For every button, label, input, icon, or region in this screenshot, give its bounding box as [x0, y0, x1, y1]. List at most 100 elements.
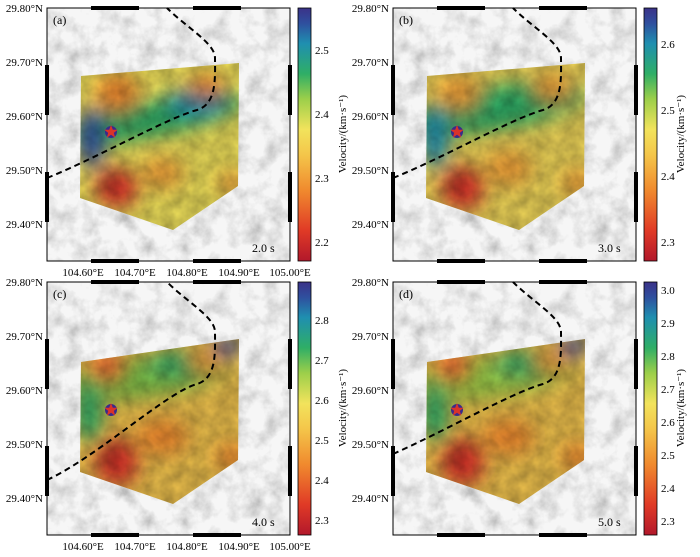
- x-tick-label: 104.60°E: [62, 267, 104, 279]
- frame-border: [45, 6, 292, 263]
- y-tick-label: 29.70°N: [352, 331, 389, 343]
- colorbar-tick: 2.6: [661, 39, 675, 51]
- panel-label: (d): [399, 287, 413, 301]
- y-axis: 29.80°N 29.70°N 29.60°N 29.50°N 29.40°N: [352, 277, 389, 505]
- star-on-circle-icon: [450, 125, 464, 138]
- panel-a: (a) 2.0 s 29.80°N 29.70°N 29.60°N 29.50°…: [6, 3, 349, 279]
- x-tick-label: 104.90°E: [218, 541, 260, 552]
- fault-line: [46, 281, 217, 481]
- colorbar-tick: 2.6: [315, 395, 329, 407]
- period-label: 4.0 s: [252, 515, 275, 529]
- colorbar: 3.0 2.9 2.8 2.7 2.6 2.5 2.4 2.3 Velocity…: [643, 281, 687, 536]
- x-tick-label: 104.70°E: [114, 267, 156, 279]
- x-tick-label: 104.70°E: [114, 541, 156, 552]
- colorbar-tick: 2.4: [315, 475, 329, 487]
- y-tick-label: 29.80°N: [352, 277, 389, 289]
- colorbar-tick: 2.9: [661, 318, 675, 330]
- x-axis: 104.60°E 104.70°E 104.80°E 104.90°E 105.…: [62, 267, 311, 279]
- colorbar-gradient: [297, 7, 312, 262]
- star-on-circle-icon: [450, 403, 464, 416]
- period-label: 5.0 s: [598, 515, 621, 529]
- y-tick-label: 29.40°N: [352, 493, 389, 505]
- colorbar-tick: 2.7: [315, 355, 329, 367]
- panel-label: (c): [53, 287, 66, 301]
- x-tick-label: 104.60°E: [62, 541, 104, 552]
- colorbar-tick: 2.5: [661, 450, 675, 462]
- star-on-circle-icon: [104, 403, 118, 416]
- y-tick-label: 29.80°N: [352, 3, 389, 15]
- colorbar-tick: 2.3: [661, 237, 675, 249]
- colorbar: 2.8 2.7 2.6 2.5 2.4 2.3 Velocity/(km·s⁻¹…: [297, 281, 349, 536]
- y-tick-label: 29.50°N: [352, 439, 389, 451]
- y-tick-label: 29.80°N: [6, 3, 43, 15]
- fault-line: [392, 281, 563, 455]
- y-tick-label: 29.50°N: [6, 439, 43, 451]
- y-tick-label: 29.50°N: [352, 165, 389, 177]
- colorbar-gradient: [643, 281, 658, 536]
- x-tick-label: 104.80°E: [166, 267, 208, 279]
- panel-label: (a): [53, 13, 66, 27]
- panel-b: (b) 3.0 s 29.80°N 29.70°N 29.60°N 29.50°…: [352, 3, 687, 263]
- colorbar-title: Velocity/(km·s⁻¹): [675, 95, 687, 173]
- period-label: 3.0 s: [598, 241, 621, 255]
- colorbar-tick: 2.4: [315, 109, 329, 121]
- y-axis: 29.80°N 29.70°N 29.60°N 29.50°N 29.40°N: [352, 3, 389, 231]
- period-label: 2.0 s: [252, 241, 275, 255]
- y-tick-label: 29.40°N: [6, 493, 43, 505]
- colorbar: 2.6 2.5 2.4 2.3 Velocity/(km·s⁻¹): [643, 7, 687, 262]
- fault-line: [46, 7, 217, 179]
- colorbar-tick: 2.6: [661, 417, 675, 429]
- y-tick-label: 29.70°N: [352, 57, 389, 69]
- x-tick-label: 104.90°E: [218, 267, 260, 279]
- colorbar-tick: 2.5: [315, 435, 329, 447]
- x-tick-label: 105.00°E: [269, 541, 311, 552]
- y-axis: 29.80°N 29.70°N 29.60°N 29.50°N 29.40°N: [6, 277, 43, 505]
- colorbar-tick: 2.5: [315, 45, 329, 57]
- colorbar-tick: 2.8: [661, 351, 675, 363]
- y-tick-label: 29.40°N: [6, 219, 43, 231]
- colorbar-tick: 3.0: [661, 285, 675, 297]
- velocity-field: [80, 339, 239, 504]
- epicenter-marker: [104, 125, 118, 138]
- colorbar-tick: 2.7: [661, 384, 675, 396]
- y-tick-label: 29.60°N: [352, 385, 389, 397]
- colorbar: 2.5 2.4 2.3 2.2 Velocity/(km·s⁻¹): [297, 7, 349, 262]
- frame-border: [391, 280, 638, 537]
- epicenter-marker: [104, 403, 118, 416]
- panel-label: (b): [399, 13, 413, 27]
- colorbar-tick: 2.3: [315, 173, 329, 185]
- y-tick-label: 29.60°N: [352, 111, 389, 123]
- colorbar-gradient: [297, 281, 312, 536]
- y-tick-label: 29.70°N: [6, 331, 43, 343]
- x-axis: 104.60°E 104.70°E 104.80°E 104.90°E 105.…: [62, 541, 311, 553]
- epicenter-marker: [450, 403, 464, 416]
- y-tick-label: 29.70°N: [6, 57, 43, 69]
- colorbar-tick: 2.8: [315, 315, 329, 327]
- y-tick-label: 29.40°N: [352, 219, 389, 231]
- colorbar-title: Velocity/(km·s⁻¹): [337, 95, 349, 173]
- colorbar-tick: 2.3: [315, 515, 329, 527]
- colorbar-title: Velocity/(km·s⁻¹): [675, 369, 687, 447]
- y-axis: 29.80°N 29.70°N 29.60°N 29.50°N 29.40°N: [6, 3, 43, 231]
- panel-c: (c) 4.0 s 29.80°N 29.70°N 29.60°N 29.50°…: [6, 277, 349, 553]
- star-on-circle-icon: [104, 125, 118, 138]
- fault-line: [392, 7, 563, 179]
- colorbar-tick: 2.4: [661, 483, 675, 495]
- colorbar-tick: 2.3: [661, 516, 675, 528]
- x-tick-label: 105.00°E: [269, 267, 311, 279]
- epicenter-marker: [450, 125, 464, 138]
- colorbar-tick: 2.2: [315, 237, 329, 249]
- colorbar-title: Velocity/(km·s⁻¹): [337, 369, 349, 447]
- colorbar-tick: 2.5: [661, 105, 675, 117]
- colorbar-tick: 2.4: [661, 171, 675, 183]
- y-tick-label: 29.80°N: [6, 277, 43, 289]
- y-tick-label: 29.50°N: [6, 165, 43, 177]
- frame-border: [45, 280, 292, 537]
- frame-border: [391, 6, 638, 263]
- colorbar-gradient: [643, 7, 658, 262]
- y-tick-label: 29.60°N: [6, 385, 43, 397]
- panel-d: (d) 5.0 s 29.80°N 29.70°N 29.60°N 29.50°…: [352, 277, 687, 537]
- y-tick-label: 29.60°N: [6, 111, 43, 123]
- x-tick-label: 104.80°E: [166, 541, 208, 552]
